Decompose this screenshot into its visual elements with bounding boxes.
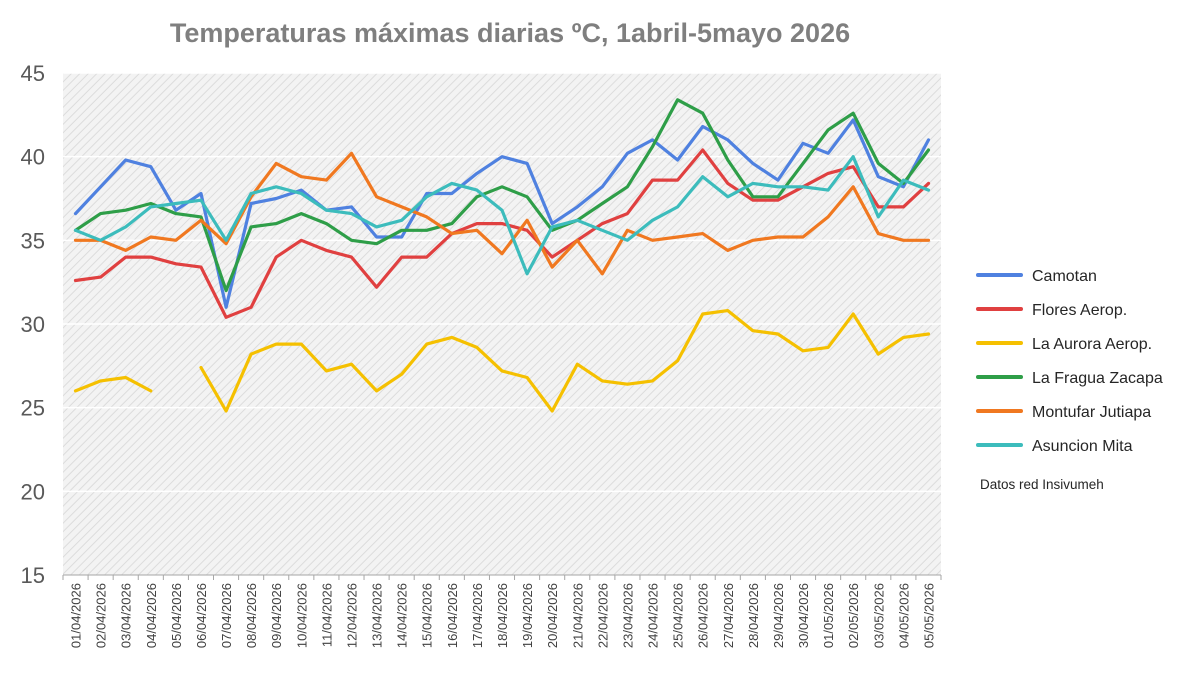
x-tick-label: 23/04/2026 — [620, 583, 635, 648]
x-tick-label: 03/05/2026 — [871, 583, 886, 648]
x-tick-label: 18/04/2026 — [495, 583, 510, 648]
series-lines — [73, 98, 931, 413]
x-tick-label: 03/04/2026 — [119, 583, 134, 648]
x-axis: 01/04/2026 02/04/2026 03/04/2026 04/04/2026… — [62, 574, 942, 648]
legend-label: Flores Aerop. — [1032, 302, 1127, 319]
x-tick-label: 25/04/2026 — [671, 583, 686, 648]
x-tick-label: 17/04/2026 — [470, 583, 485, 648]
x-tick-label: 05/05/2026 — [921, 583, 936, 648]
series-line-6 — [73, 155, 931, 276]
x-tick-label: 22/04/2026 — [595, 583, 610, 648]
y-tick-label: 20 — [21, 479, 45, 504]
series-line-3 — [73, 309, 931, 413]
x-tick-label: 21/04/2026 — [570, 583, 585, 648]
y-tick-label: 30 — [21, 312, 45, 337]
data-source-note: Datos red Insivumeh — [980, 477, 1104, 492]
x-tick-label: 02/04/2026 — [94, 583, 109, 648]
series-line-5 — [73, 151, 931, 276]
y-tick-label: 25 — [21, 396, 45, 421]
x-tick-label: 01/05/2026 — [821, 583, 836, 648]
x-tick-label: 15/04/2026 — [420, 583, 435, 648]
x-tick-label: 16/04/2026 — [445, 583, 460, 648]
x-tick-label: 10/04/2026 — [294, 583, 309, 648]
x-tick-label: 12/04/2026 — [344, 583, 359, 648]
legend-label: La Aurora Aerop. — [1032, 336, 1152, 353]
x-tick-label: 08/04/2026 — [244, 583, 259, 648]
y-tick-label: 45 — [21, 61, 45, 86]
x-tick-label: 14/04/2026 — [395, 583, 410, 648]
x-tick-label: 20/04/2026 — [545, 583, 560, 648]
x-tick-label: 01/04/2026 — [69, 583, 84, 648]
legend-label: Montufar Jutiapa — [1032, 404, 1151, 421]
x-tick-label: 29/04/2026 — [771, 583, 786, 648]
chart-title: Temperaturas máximas diarias ºC, 1abril-… — [170, 18, 850, 48]
x-tick-label: 05/04/2026 — [169, 583, 184, 648]
y-tick-label: 35 — [21, 228, 45, 253]
x-tick-label: 04/04/2026 — [144, 583, 159, 648]
x-tick-label: 04/05/2026 — [896, 583, 911, 648]
x-tick-label: 02/05/2026 — [846, 583, 861, 648]
x-tick-label: 24/04/2026 — [646, 583, 661, 648]
x-tick-label: 28/04/2026 — [746, 583, 761, 648]
legend: Camotan Flores Aerop. La Aurora Aerop. La F… — [976, 268, 1163, 455]
x-tick-label: 11/04/2026 — [319, 583, 334, 647]
x-tick-label: 30/04/2026 — [796, 583, 811, 648]
legend-label: La Fragua Zacapa — [1032, 370, 1163, 387]
series-line-2 — [73, 148, 931, 319]
x-tick-label: 09/04/2026 — [269, 583, 284, 648]
legend-label: Camotan — [1032, 268, 1097, 285]
x-tick-label: 13/04/2026 — [370, 583, 385, 648]
y-axis-tick-labels: 15 20 25 30 35 40 45 — [21, 61, 45, 588]
y-tick-label: 15 — [21, 563, 45, 588]
y-tick-label: 40 — [21, 145, 45, 170]
x-tick-label: 19/04/2026 — [520, 583, 535, 648]
x-tick-label: 07/04/2026 — [219, 583, 234, 648]
legend-label: Asuncion Mita — [1032, 438, 1133, 455]
x-tick-label: 27/04/2026 — [721, 583, 736, 648]
x-tick-label: 26/04/2026 — [696, 583, 711, 648]
x-tick-label: 06/04/2026 — [194, 583, 209, 648]
